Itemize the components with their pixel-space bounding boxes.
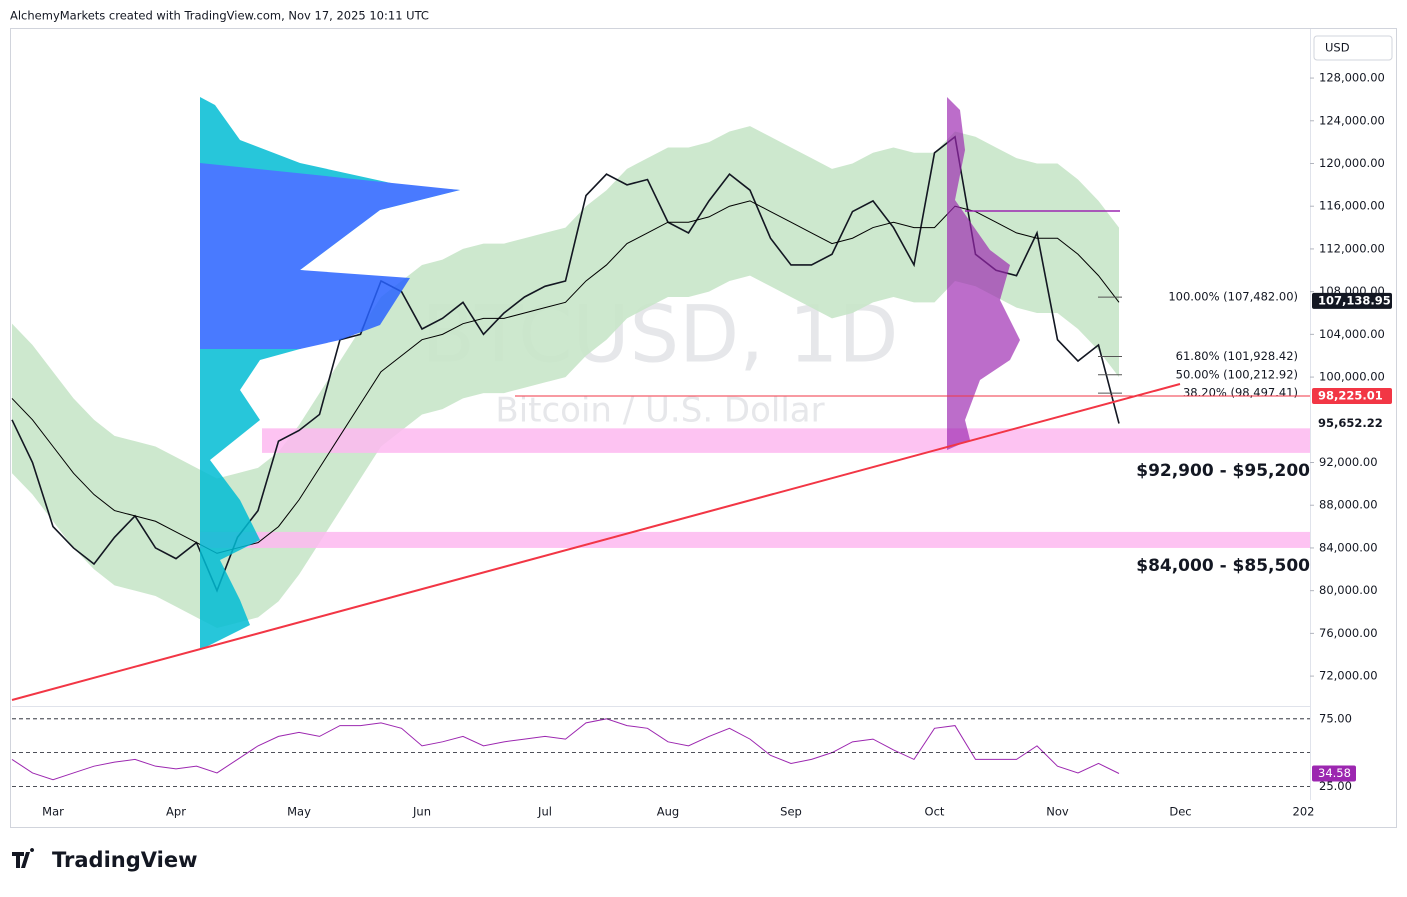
price-tag xyxy=(1312,292,1392,309)
fib-label: 38.20% (98,497.41) xyxy=(1183,386,1298,400)
zone xyxy=(262,428,1310,453)
price-tag-label: 95,652.22 xyxy=(1318,416,1383,430)
fib-label: 50.00% (100,212.92) xyxy=(1176,367,1298,381)
logo-icon xyxy=(12,848,35,868)
logo: TradingView xyxy=(12,848,197,872)
y-tick-label: 124,000.00 xyxy=(1319,113,1385,127)
zone xyxy=(200,531,1310,548)
rsi-tag xyxy=(1312,765,1356,782)
fib-label: 61.80% (101,928.42) xyxy=(1176,349,1298,363)
y-tick-label: 80,000.00 xyxy=(1319,583,1378,597)
volume-profile xyxy=(947,97,1020,450)
x-tick-label: Dec xyxy=(1169,805,1191,819)
x-tick-label: Aug xyxy=(657,805,679,819)
y-tick-label: 104,000.00 xyxy=(1319,327,1385,341)
brand: TradingView xyxy=(52,848,197,872)
fib-label: 100.00% (107,482.00) xyxy=(1168,290,1298,304)
y2-tick-label: 75.00 xyxy=(1319,711,1352,725)
rsi-tag-label: 34.58 xyxy=(1318,766,1351,780)
y-tick-label: 92,000.00 xyxy=(1319,455,1378,469)
y-tick-label: 76,000.00 xyxy=(1319,626,1378,640)
plot-layer xyxy=(11,126,1310,781)
y-tick-label: 128,000.00 xyxy=(1319,71,1385,85)
y-tick-label: 116,000.00 xyxy=(1319,199,1385,213)
series-line xyxy=(11,718,1120,781)
price-tag-label: 98,225.01 xyxy=(1318,389,1383,403)
price-tag xyxy=(1312,388,1392,405)
band-area xyxy=(12,126,1119,629)
x-tick-label: Jul xyxy=(537,805,552,819)
y2-tick-label: 25.00 xyxy=(1319,779,1352,793)
y-tick-label: 88,000.00 xyxy=(1319,498,1378,512)
x-tick-label: Mar xyxy=(42,805,64,819)
x-tick-label: Apr xyxy=(166,805,186,819)
currency-box[interactable] xyxy=(1313,35,1393,61)
x-tick-label: 202 xyxy=(1293,805,1315,819)
zone-label: $92,900 - $95,200 xyxy=(1136,461,1310,481)
x-tick-label: Nov xyxy=(1046,805,1069,819)
trendline xyxy=(11,383,1181,701)
volume-profile xyxy=(200,163,460,349)
watermark-description: Bitcoin / U.S. Dollar xyxy=(495,391,824,431)
currency: USD xyxy=(1325,41,1350,55)
x-tick-label: Jun xyxy=(412,805,431,819)
frame xyxy=(10,28,1397,828)
volume-profiles xyxy=(200,97,1020,650)
x-tick-label: May xyxy=(287,805,311,819)
y-tick-label: 84,000.00 xyxy=(1319,540,1378,554)
series-line xyxy=(11,200,1120,554)
price-tag xyxy=(1312,415,1392,432)
price-tag-label: 107,138.95 xyxy=(1318,293,1391,307)
x-tick-label: Sep xyxy=(780,805,802,819)
y-tick-label: 72,000.00 xyxy=(1319,669,1378,683)
y-tick-label: 112,000.00 xyxy=(1319,241,1385,255)
x-tick-label: Oct xyxy=(925,805,945,819)
y-tick-label: 100,000.00 xyxy=(1319,370,1385,384)
y-tick-label: 120,000.00 xyxy=(1319,156,1385,170)
attribution: AlchemyMarkets created with TradingView.… xyxy=(10,9,429,23)
zone-label: $84,000 - $85,500 xyxy=(1136,556,1310,576)
